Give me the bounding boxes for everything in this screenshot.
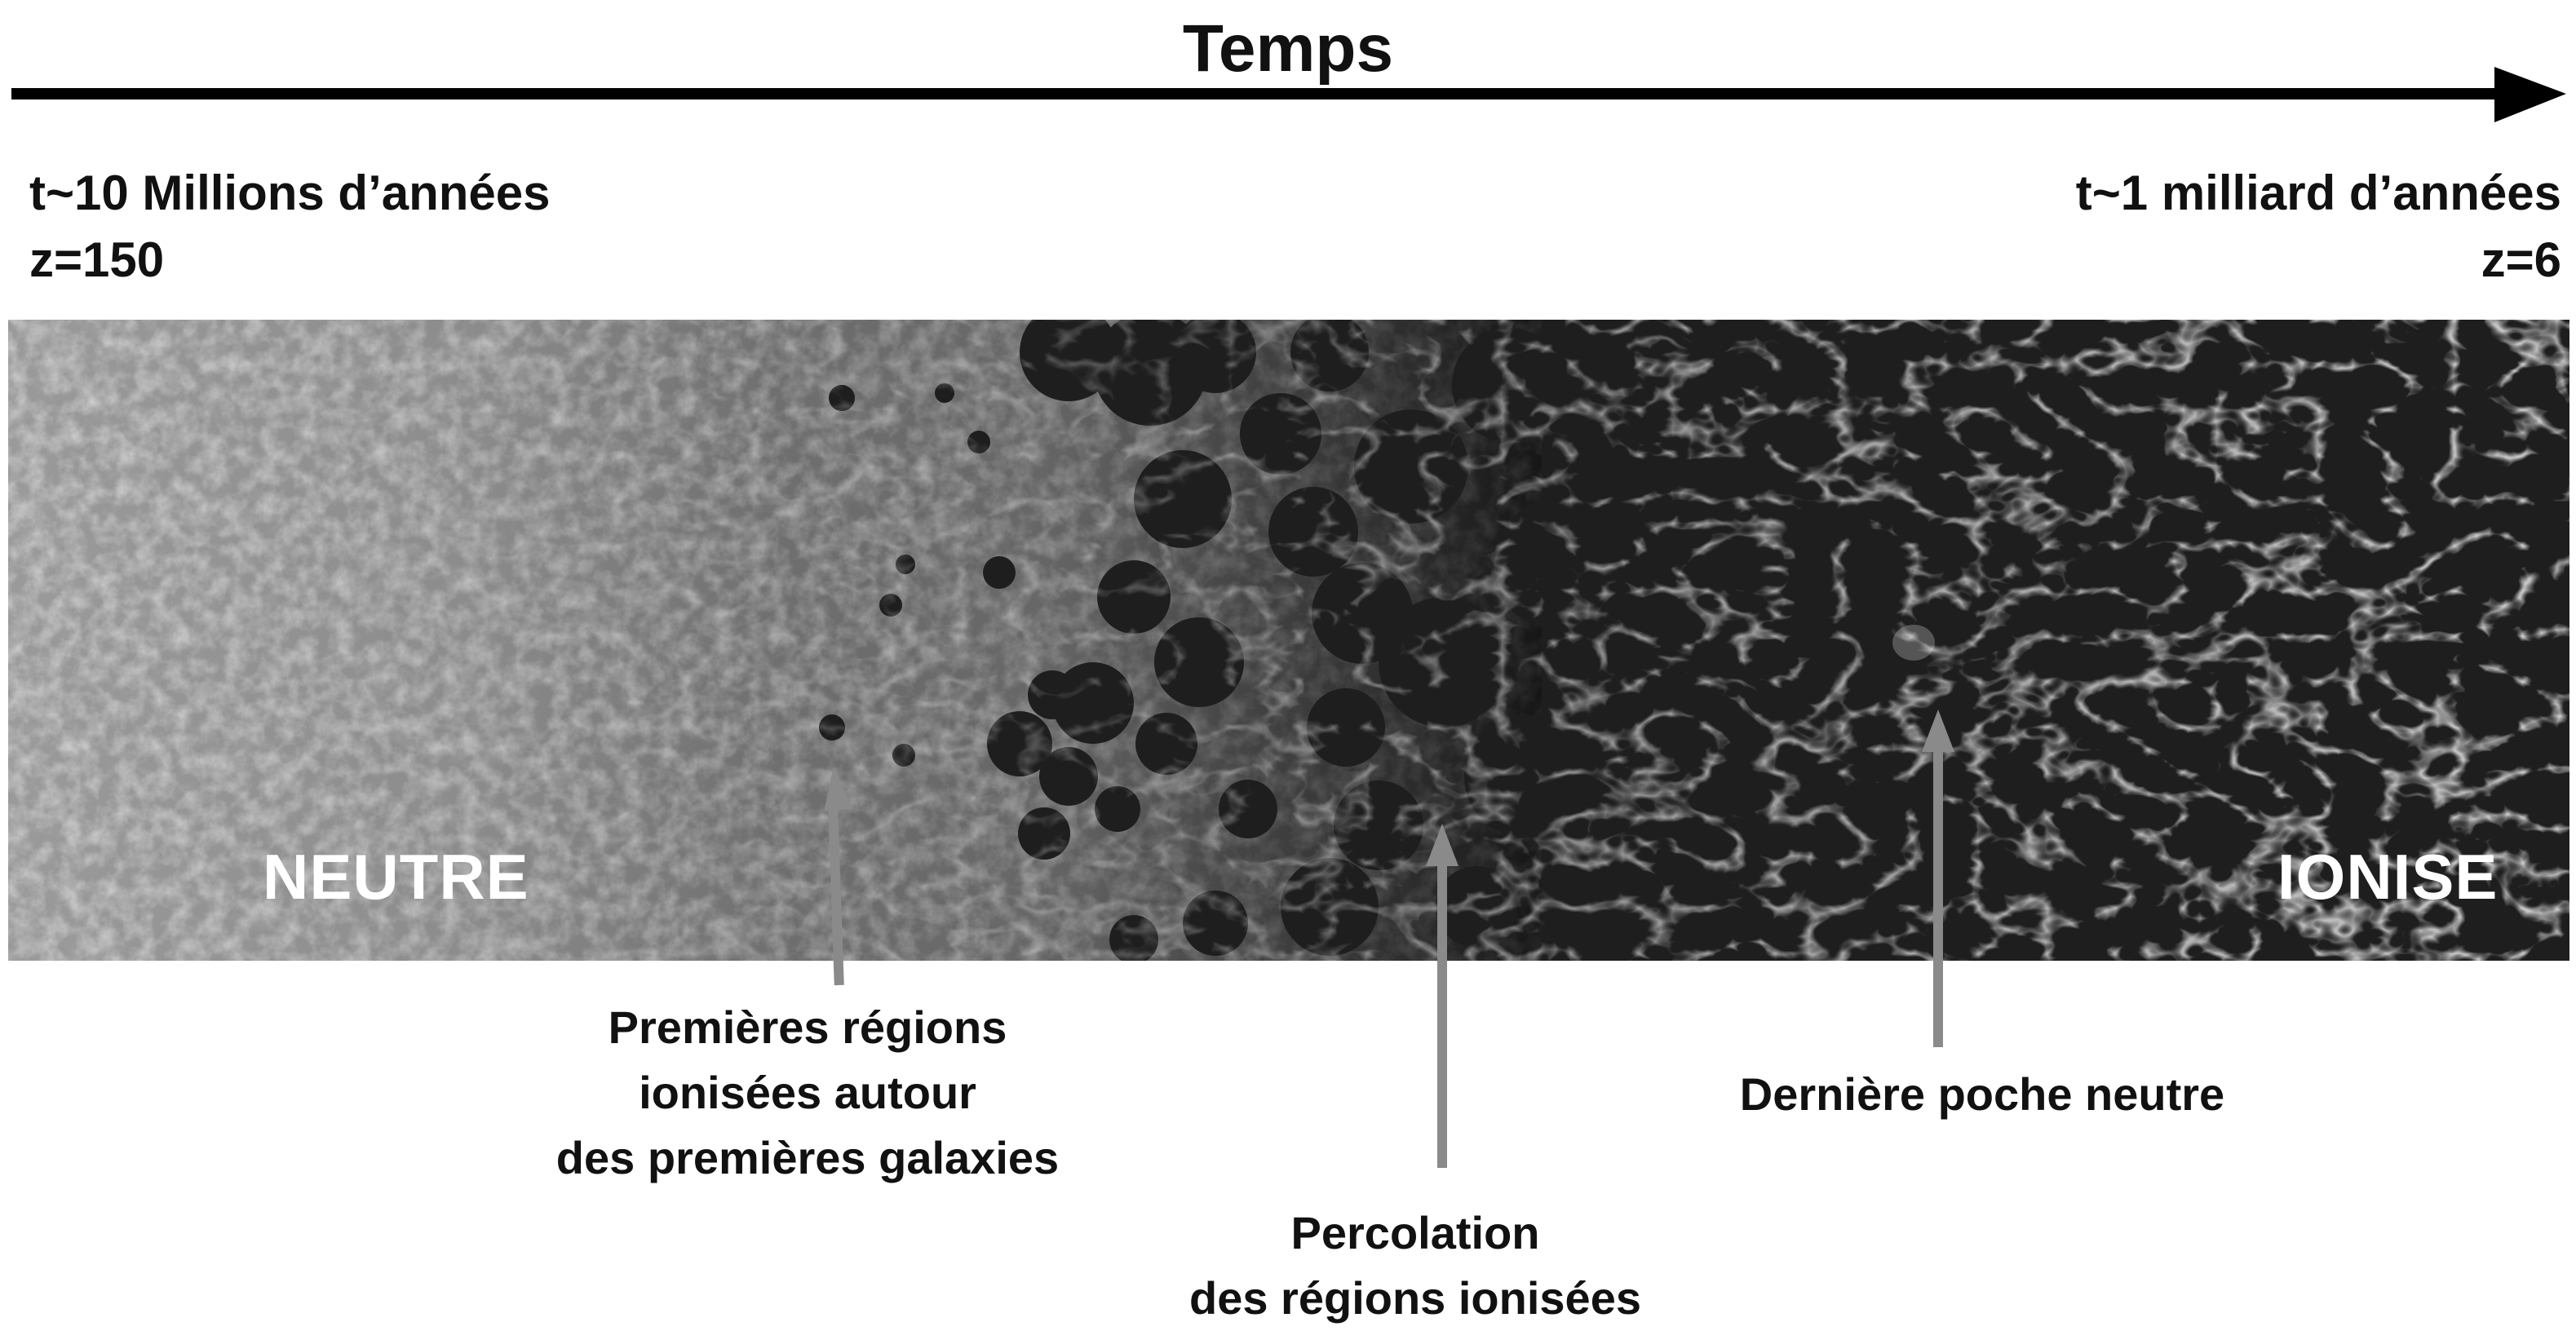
ionised-region-label: IONISE xyxy=(2277,841,2499,913)
reionization-simulation-image xyxy=(8,320,2569,961)
start-redshift-label: z=150 xyxy=(29,232,165,287)
annotation-line: Dernière poche neutre xyxy=(1739,1068,2225,1120)
first-ionised-regions-annotation: Premières régions ionisées autour des pr… xyxy=(473,995,1142,1191)
end-epoch: t~1 milliard d’années z=6 xyxy=(2076,160,2561,294)
time-axis-title: Temps xyxy=(1182,11,1394,86)
annotation-line: des régions ionisées xyxy=(1189,1272,1641,1324)
annotation-line: Percolation xyxy=(1290,1207,1540,1258)
end-time-label: t~1 milliard d’années xyxy=(2075,166,2561,220)
time-arrow xyxy=(11,67,2566,122)
annotation-line: des premières galaxies xyxy=(555,1132,1060,1183)
neutral-region-label: NEUTRE xyxy=(263,841,529,913)
annotation-line: Premières régions xyxy=(608,1002,1007,1053)
end-redshift-label: z=6 xyxy=(2481,232,2561,287)
annotation-line: ionisées autour xyxy=(639,1067,976,1118)
last-neutral-pocket-annotation: Dernière poche neutre xyxy=(1631,1062,2333,1127)
start-epoch: t~10 Millions d’années z=150 xyxy=(29,160,551,294)
start-time-label: t~10 Millions d’années xyxy=(29,166,551,220)
percolation-annotation: Percolation des régions ionisées xyxy=(1081,1201,1750,1331)
